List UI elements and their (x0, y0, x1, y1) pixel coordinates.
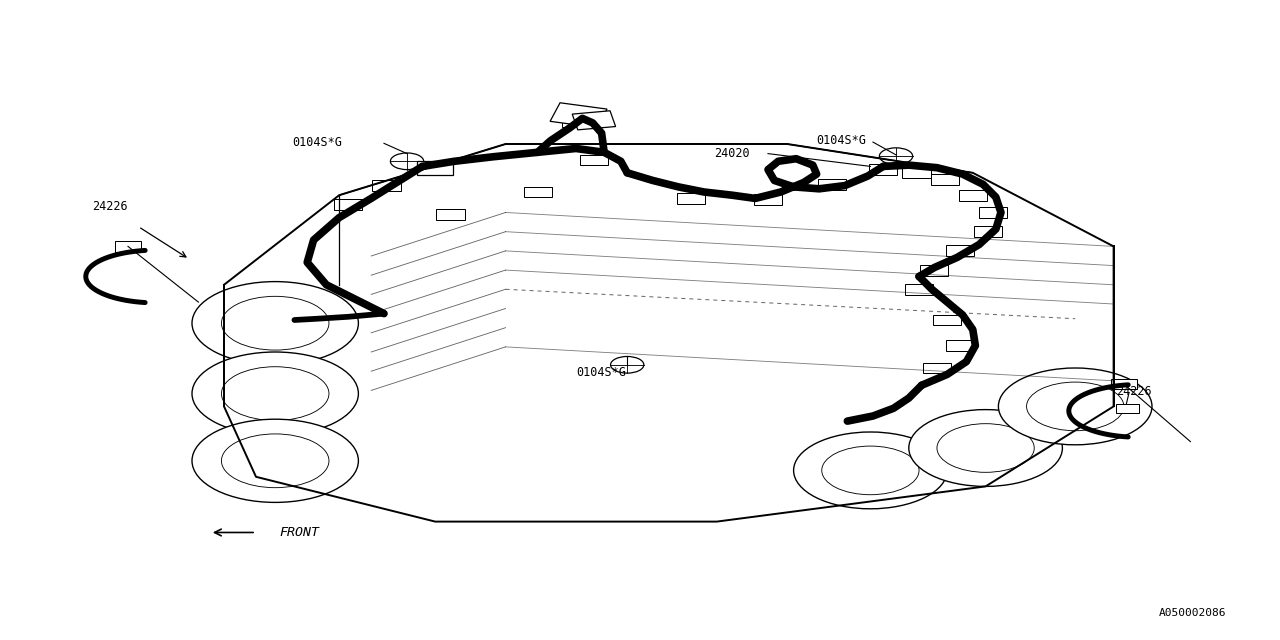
Text: 0104S*G: 0104S*G (576, 366, 626, 379)
Text: 24020: 24020 (714, 147, 750, 160)
Bar (959, 190, 987, 201)
Bar (946, 340, 974, 351)
Bar (115, 241, 141, 252)
Bar (562, 116, 590, 127)
Text: A050002086: A050002086 (1160, 608, 1226, 618)
Circle shape (794, 432, 947, 509)
Bar (421, 163, 449, 173)
Circle shape (611, 356, 644, 373)
Bar (818, 179, 846, 189)
Bar (931, 174, 959, 184)
Bar (372, 180, 401, 191)
Bar (920, 265, 948, 275)
Bar (677, 193, 705, 204)
Bar (550, 103, 607, 127)
Bar (902, 168, 931, 179)
Circle shape (909, 410, 1062, 486)
Bar (575, 116, 603, 127)
Text: 0104S*G: 0104S*G (292, 136, 342, 148)
Circle shape (192, 419, 358, 502)
Bar (334, 200, 362, 210)
Bar (436, 209, 465, 220)
Bar (572, 111, 616, 130)
Bar (869, 164, 897, 175)
Bar (1111, 379, 1137, 389)
Circle shape (390, 153, 424, 170)
Bar (417, 161, 453, 175)
Text: FRONT: FRONT (279, 526, 319, 539)
Text: 24226: 24226 (92, 200, 128, 212)
Bar (933, 315, 961, 326)
Bar (979, 207, 1007, 218)
Bar (905, 284, 933, 294)
Circle shape (879, 148, 913, 164)
Circle shape (192, 282, 358, 365)
Circle shape (998, 368, 1152, 445)
Bar (1116, 404, 1139, 413)
Bar (754, 195, 782, 205)
Text: 0104S*G: 0104S*G (817, 134, 867, 147)
Bar (580, 155, 608, 166)
Bar (974, 227, 1002, 237)
Bar (923, 362, 951, 374)
Circle shape (192, 352, 358, 435)
Text: 24226: 24226 (1116, 385, 1152, 398)
Bar (946, 246, 974, 257)
Bar (524, 187, 552, 197)
